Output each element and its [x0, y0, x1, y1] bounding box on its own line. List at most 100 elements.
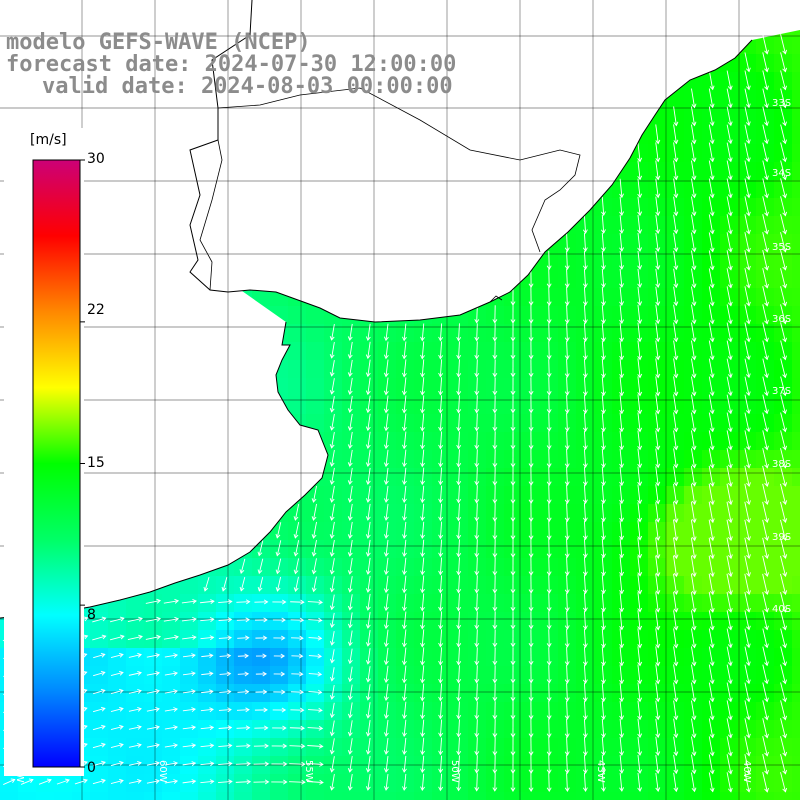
- wind-arrow: [582, 322, 588, 342]
- wind-arrow: [691, 304, 697, 325]
- wind-arrow: [365, 341, 371, 360]
- field-cell: [144, 792, 162, 800]
- field-cell: [108, 648, 126, 666]
- field-cell: [792, 504, 800, 522]
- wind-arrow: [744, 448, 751, 469]
- wind-arrow: [744, 412, 751, 433]
- field-cell: [288, 648, 306, 666]
- field-cell: [288, 306, 306, 324]
- field-cell: [216, 738, 234, 756]
- wind-arrow: [780, 250, 788, 271]
- field-cell: [180, 774, 198, 792]
- field-cell: [288, 360, 306, 378]
- wind-arrow: [762, 358, 769, 379]
- land-mask: [0, 0, 800, 618]
- colorbar-tick-0: 0: [87, 760, 96, 776]
- wind-arrow: [780, 142, 787, 163]
- wind-arrow: [347, 395, 353, 413]
- wind-arrow: [691, 160, 697, 181]
- field-cell: [270, 630, 288, 648]
- wind-arrow: [601, 214, 606, 234]
- field-cell: [144, 612, 162, 630]
- wind-arrow: [528, 359, 534, 378]
- wind-arrow: [365, 323, 371, 342]
- field-cell: [360, 792, 378, 800]
- wind-arrow: [673, 142, 679, 163]
- wind-arrow: [744, 358, 751, 379]
- wind-arrow: [438, 341, 444, 360]
- wind-arrow: [655, 340, 661, 361]
- field-cell: [306, 666, 324, 684]
- wind-arrow: [726, 340, 733, 361]
- wind-arrow: [564, 395, 570, 414]
- wind-arrow: [655, 196, 661, 217]
- field-cell: [126, 738, 144, 756]
- wind-arrow: [655, 286, 661, 307]
- wind-arrow: [619, 340, 625, 361]
- wind-arrow: [726, 106, 733, 127]
- wind-arrow: [780, 196, 788, 217]
- field-cell: [252, 684, 270, 702]
- wind-arrow: [673, 340, 679, 361]
- wind-arrow: [420, 377, 425, 396]
- field-cell: [792, 72, 800, 90]
- field-cell: [270, 612, 288, 630]
- field-cell: [792, 198, 800, 216]
- wind-arrow: [744, 304, 751, 325]
- wind-arrow: [582, 286, 588, 306]
- wind-arrow: [744, 124, 751, 145]
- wind-arrow: [744, 160, 751, 181]
- field-cell: [180, 576, 198, 594]
- wind-arrow: [582, 394, 588, 414]
- wind-arrow: [474, 341, 480, 360]
- field-cell: [702, 792, 720, 800]
- wind-arrow: [691, 88, 697, 109]
- wind-vectors: [2, 34, 788, 793]
- wind-arrow: [619, 358, 625, 379]
- wind-arrow: [726, 160, 733, 181]
- lon-label-60W: 60W: [157, 760, 168, 783]
- field-cell: [198, 630, 216, 648]
- wind-arrow: [708, 250, 715, 271]
- lat-label-35S: 35S: [772, 242, 791, 253]
- wind-arrow: [691, 214, 697, 235]
- wind-arrow: [492, 377, 498, 396]
- wind-arrow: [708, 124, 715, 145]
- field-cell: [792, 738, 800, 756]
- wind-arrow: [780, 160, 787, 181]
- wind-arrow: [655, 322, 661, 343]
- field-cell: [630, 792, 648, 800]
- wind-arrow: [492, 395, 498, 414]
- field-cell: [180, 594, 198, 612]
- field-cell: [450, 792, 468, 800]
- wind-arrow: [619, 376, 625, 397]
- wind-arrow: [601, 376, 606, 397]
- wind-arrow: [329, 467, 335, 485]
- wind-arrow: [762, 250, 769, 271]
- wind-arrow: [438, 431, 444, 450]
- field-cell: [486, 792, 504, 800]
- wind-arrow: [762, 142, 769, 163]
- field-cell: [216, 594, 234, 612]
- wind-arrow: [492, 341, 498, 360]
- field-cell: [126, 684, 144, 702]
- wind-arrow: [762, 232, 769, 253]
- wind-arrow: [762, 412, 769, 433]
- field-cell: [792, 144, 800, 162]
- field-cell: [792, 216, 800, 234]
- field-cell: [90, 630, 108, 648]
- wind-arrow: [456, 377, 462, 396]
- lat-label-36S: 36S: [772, 314, 791, 325]
- wind-arrow: [347, 431, 353, 449]
- lat-label-38S: 38S: [772, 459, 791, 470]
- wind-arrow: [601, 430, 606, 451]
- field-cell: [180, 612, 198, 630]
- wind-arrow: [744, 340, 751, 361]
- wind-arrow: [744, 376, 751, 397]
- wind-arrow: [691, 358, 697, 379]
- wind-arrow: [347, 341, 353, 359]
- lon-label-55W: 55W: [303, 760, 314, 783]
- wind-arrow: [546, 323, 552, 342]
- wind-arrow: [365, 413, 371, 432]
- wind-arrow: [456, 431, 462, 450]
